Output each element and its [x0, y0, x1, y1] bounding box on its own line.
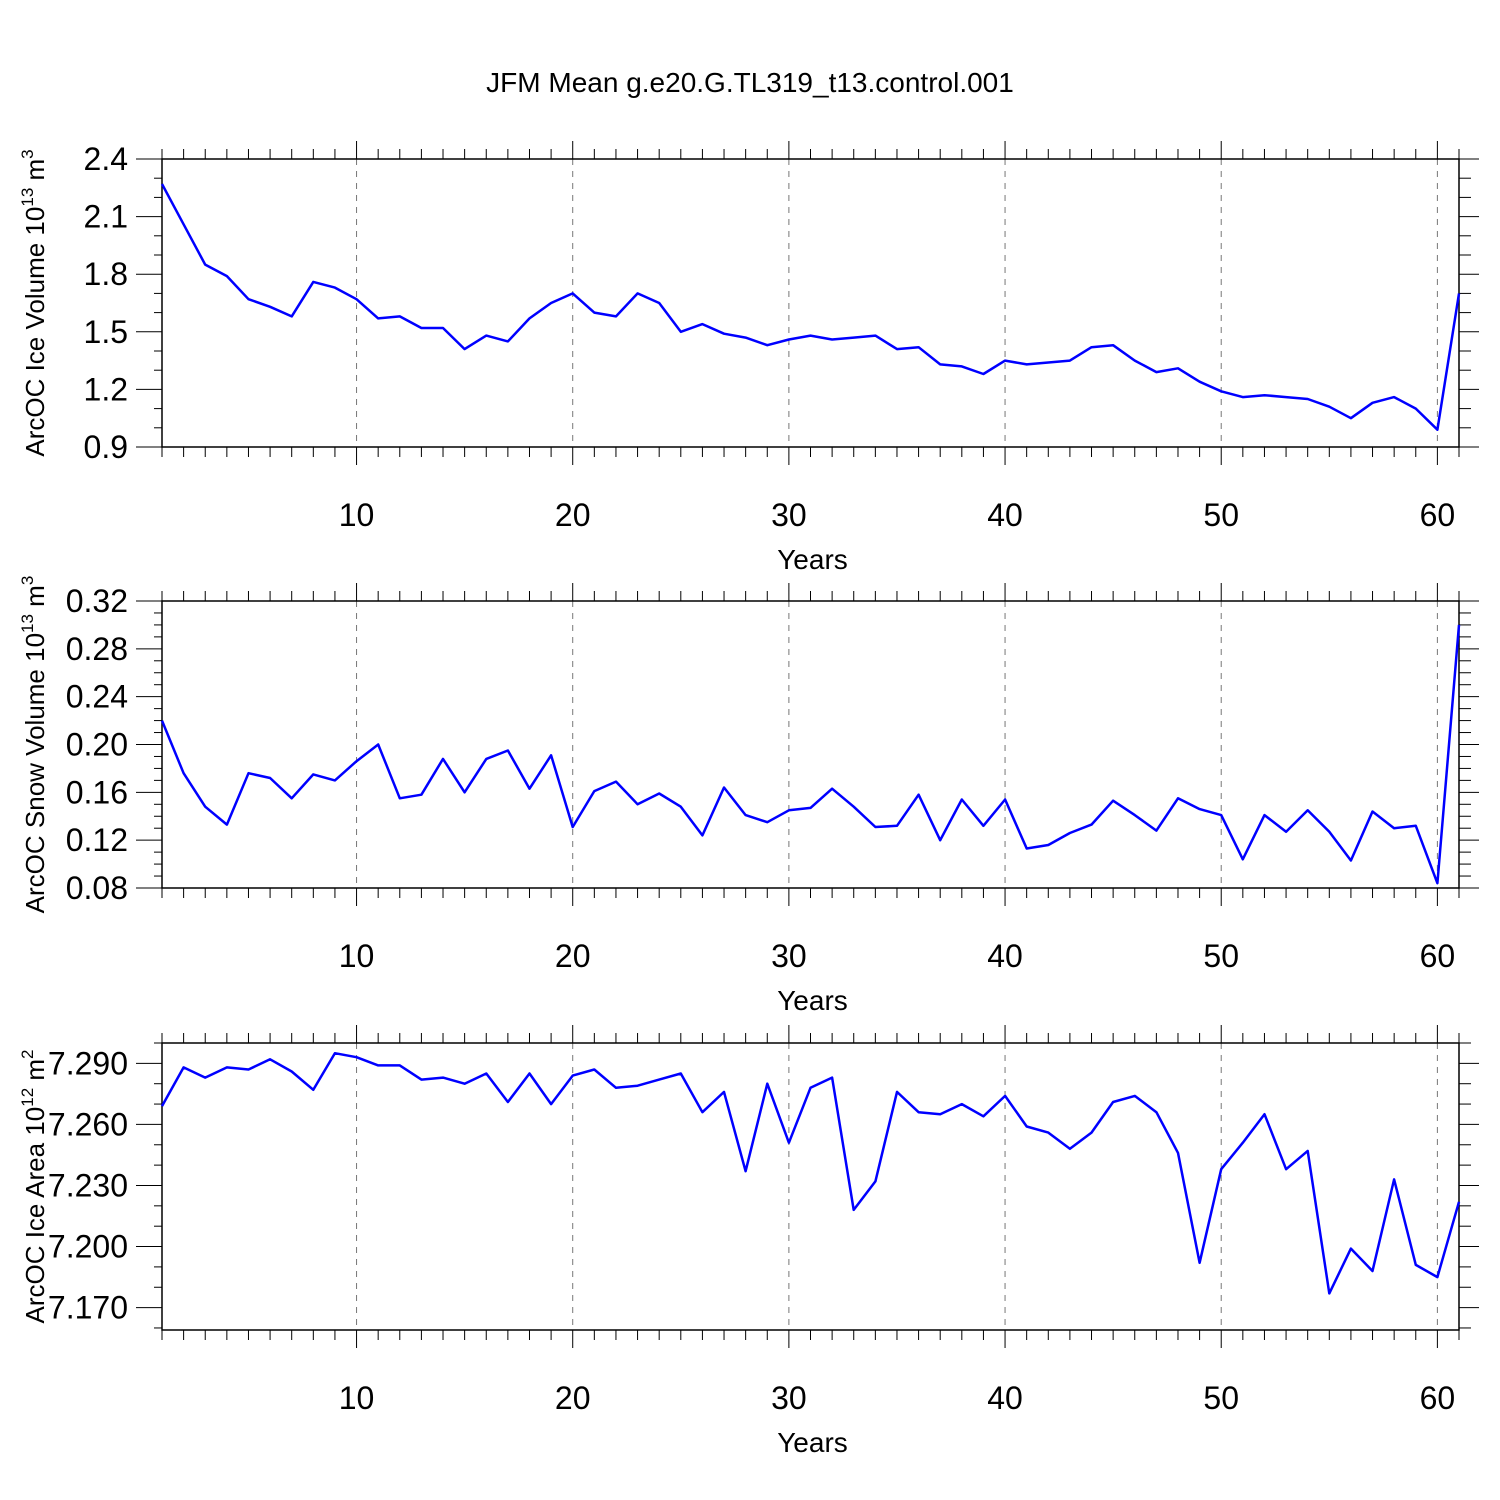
plot-frame — [161, 1042, 1460, 1331]
y-tick-label: 1.2 — [84, 371, 128, 407]
chart-panel-3: 7.170 7.200 7.230 7.260 7.290 10 20 30 40 50 60 Yea… — [18, 1025, 1479, 1458]
x-axis-label: Years — [777, 1427, 848, 1458]
y-axis-label: ArcOC Ice Volume 1013 m3 — [18, 149, 50, 456]
y-axis-label: ArcOC Ice Area 1012 m2 — [18, 1049, 50, 1323]
x-tick-label: 50 — [1203, 938, 1239, 974]
x-tick-label: 60 — [1420, 938, 1456, 974]
x-tick-label: 20 — [555, 1380, 591, 1416]
x-tick-label: 40 — [987, 938, 1023, 974]
x-tick-label: 20 — [555, 938, 591, 974]
y-tick-label: 1.5 — [84, 314, 128, 350]
x-tick-label: 60 — [1420, 1380, 1456, 1416]
x-tick-label: 20 — [555, 497, 591, 533]
y-tick-label: 1.8 — [84, 256, 128, 292]
x-tick-label: 40 — [987, 1380, 1023, 1416]
x-tick-label: 40 — [987, 497, 1023, 533]
y-tick-label: 7.230 — [48, 1167, 128, 1203]
chart-panel-2: 0.08 0.12 0.16 0.20 0.24 0.28 0.32 10 20 30 40 50 60… — [18, 576, 1479, 1016]
x-tick-label: 50 — [1203, 1380, 1239, 1416]
y-tick-label: 0.16 — [66, 774, 128, 810]
y-tick-label: 7.290 — [48, 1045, 128, 1081]
x-tick-label: 30 — [771, 1380, 807, 1416]
y-tick-label: 7.170 — [48, 1290, 128, 1326]
x-tick-label: 10 — [339, 497, 375, 533]
x-tick-label: 10 — [339, 938, 375, 974]
chart-panel-1: 0.9 1.2 1.5 1.8 2.1 2.4 10 20 30 40 50 60 Years ArcOC… — [18, 141, 1479, 575]
figure-title: JFM Mean g.e20.G.TL319_t13.control.001 — [486, 67, 1014, 98]
y-axis-label: ArcOC Snow Volume 1013 m3 — [18, 576, 50, 914]
y-tick-label: 0.12 — [66, 822, 128, 858]
y-tick-label: 0.24 — [66, 679, 128, 715]
plot-frame — [161, 158, 1460, 448]
y-tick-label: 0.9 — [84, 429, 128, 465]
y-tick-label: 7.260 — [48, 1106, 128, 1142]
x-tick-label: 50 — [1203, 497, 1239, 533]
x-tick-label: 30 — [771, 938, 807, 974]
panels-container: 0.9 1.2 1.5 1.8 2.1 2.4 10 20 30 40 50 60 Years ArcOC… — [18, 141, 1479, 1458]
plot-frame — [161, 600, 1460, 889]
x-tick-label: 30 — [771, 497, 807, 533]
y-tick-label: 0.32 — [66, 583, 128, 619]
y-tick-label: 2.4 — [84, 141, 128, 177]
y-tick-label: 0.08 — [66, 870, 128, 906]
y-tick-label: 2.1 — [84, 199, 128, 235]
y-tick-label: 0.28 — [66, 631, 128, 667]
y-tick-label: 0.20 — [66, 727, 128, 763]
x-tick-label: 10 — [339, 1380, 375, 1416]
x-axis-label: Years — [777, 985, 848, 1016]
y-tick-label: 7.200 — [48, 1229, 128, 1265]
x-axis-label: Years — [777, 544, 848, 575]
x-tick-label: 60 — [1420, 497, 1456, 533]
